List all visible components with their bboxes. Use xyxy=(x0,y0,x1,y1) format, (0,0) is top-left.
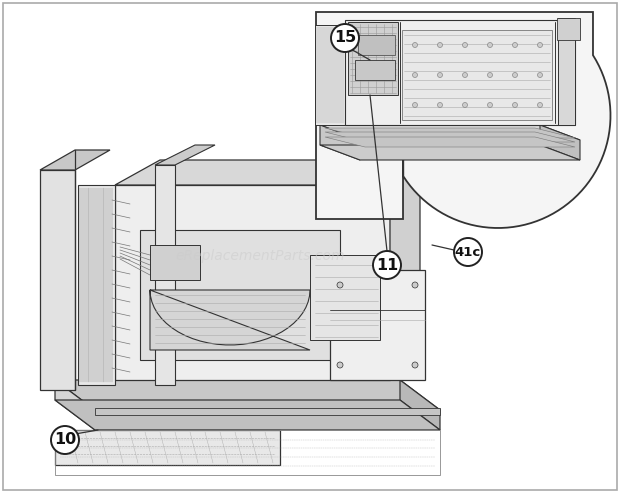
Polygon shape xyxy=(150,245,200,280)
Polygon shape xyxy=(325,137,575,147)
Polygon shape xyxy=(315,25,345,125)
Polygon shape xyxy=(150,290,310,350)
Text: 15: 15 xyxy=(334,31,356,45)
Circle shape xyxy=(463,42,467,47)
Polygon shape xyxy=(140,230,340,360)
Polygon shape xyxy=(345,20,575,125)
Polygon shape xyxy=(325,128,575,138)
Polygon shape xyxy=(400,380,440,430)
Circle shape xyxy=(487,42,492,47)
Circle shape xyxy=(487,72,492,77)
Circle shape xyxy=(337,362,343,368)
Text: 11: 11 xyxy=(376,257,398,273)
Text: eReplacementParts.com: eReplacementParts.com xyxy=(175,249,345,263)
Text: 41c: 41c xyxy=(455,246,481,258)
Circle shape xyxy=(538,72,542,77)
Circle shape xyxy=(487,103,492,107)
Polygon shape xyxy=(155,165,175,385)
Polygon shape xyxy=(95,408,440,415)
Circle shape xyxy=(463,72,467,77)
Polygon shape xyxy=(40,150,110,170)
Text: 10: 10 xyxy=(54,432,76,448)
Circle shape xyxy=(513,42,518,47)
Polygon shape xyxy=(390,160,420,380)
Polygon shape xyxy=(78,185,115,385)
Circle shape xyxy=(463,103,467,107)
Circle shape xyxy=(337,282,343,288)
Polygon shape xyxy=(355,60,395,80)
Polygon shape xyxy=(55,430,280,465)
Polygon shape xyxy=(320,125,580,140)
Circle shape xyxy=(412,72,417,77)
Polygon shape xyxy=(115,185,390,380)
Polygon shape xyxy=(558,18,575,125)
Polygon shape xyxy=(540,125,580,160)
Polygon shape xyxy=(316,12,611,228)
Polygon shape xyxy=(320,125,360,160)
Circle shape xyxy=(538,103,542,107)
Polygon shape xyxy=(330,270,425,380)
Circle shape xyxy=(438,72,443,77)
Polygon shape xyxy=(310,255,380,340)
Circle shape xyxy=(538,42,542,47)
Circle shape xyxy=(513,103,518,107)
Polygon shape xyxy=(115,160,420,185)
Polygon shape xyxy=(325,132,575,142)
Circle shape xyxy=(331,24,359,52)
Circle shape xyxy=(373,251,401,279)
Polygon shape xyxy=(557,18,580,40)
Circle shape xyxy=(438,103,443,107)
Circle shape xyxy=(51,426,79,454)
Circle shape xyxy=(412,42,417,47)
Circle shape xyxy=(513,72,518,77)
Polygon shape xyxy=(55,380,95,430)
Polygon shape xyxy=(55,380,440,410)
Polygon shape xyxy=(155,145,215,165)
Polygon shape xyxy=(55,400,440,430)
Circle shape xyxy=(454,238,482,266)
Polygon shape xyxy=(348,22,398,95)
Circle shape xyxy=(438,42,443,47)
Circle shape xyxy=(412,103,417,107)
Polygon shape xyxy=(358,35,395,55)
Circle shape xyxy=(412,362,418,368)
Polygon shape xyxy=(320,145,580,160)
Circle shape xyxy=(412,282,418,288)
Polygon shape xyxy=(40,170,75,390)
Polygon shape xyxy=(402,30,552,120)
